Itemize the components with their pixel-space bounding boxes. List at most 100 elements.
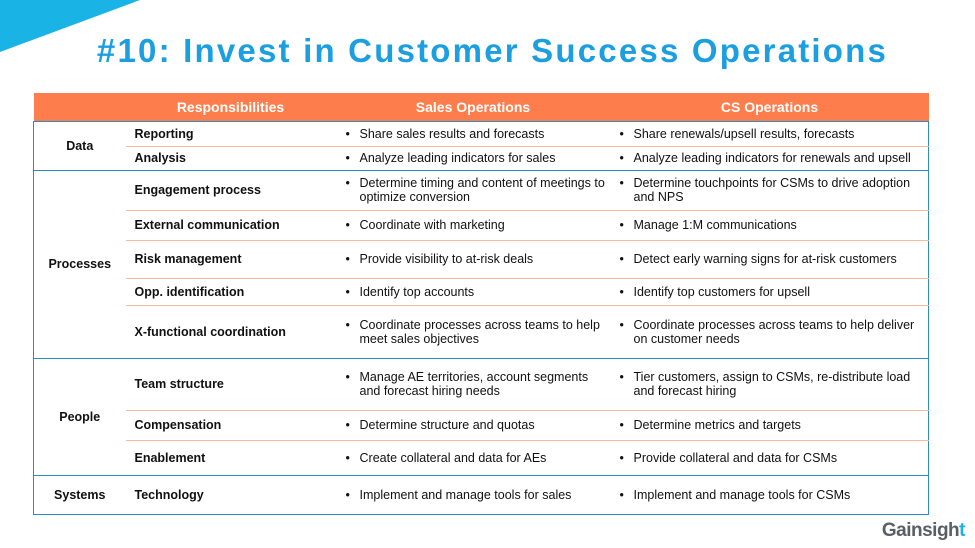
bullet-icon: • bbox=[345, 487, 350, 502]
responsibility-cell: Risk management bbox=[125, 239, 336, 278]
bullet-icon: • bbox=[345, 418, 350, 432]
cs-cell: • Detect early warning signs for at-risk … bbox=[610, 239, 929, 278]
cs-cell: • Analyze leading indicators for renewals… bbox=[610, 145, 929, 170]
bullet-icon: • bbox=[345, 284, 350, 299]
sales-cell: • Implement and manage tools for sales bbox=[336, 475, 611, 514]
table-row: People Team structure • Manage AE territori… bbox=[34, 358, 929, 424]
bullet-icon: • bbox=[619, 487, 624, 502]
group-data: Data Reporting • Share sales results and fo… bbox=[33, 121, 929, 170]
bullet-icon: • bbox=[619, 126, 624, 141]
responsibility-cell: Opp. identification bbox=[125, 277, 336, 305]
group-label: Processes bbox=[48, 257, 112, 271]
cs-text: Implement and manage tools for CSMs bbox=[633, 487, 851, 502]
table-row: X-functional coordination • Coordinate pro… bbox=[34, 304, 929, 358]
cs-cell: • Provide collateral and data for CSMs bbox=[610, 439, 929, 475]
responsibility-cell: Compensation bbox=[125, 409, 336, 440]
cs-cell: • Determine metrics and targets bbox=[610, 409, 929, 440]
responsibility-cell: Analysis bbox=[125, 145, 336, 170]
cs-text: Determine touchpoints for CSMs to drive … bbox=[633, 176, 911, 204]
bullet-icon: • bbox=[345, 126, 350, 141]
sales-text: Analyze leading indicators for sales bbox=[359, 151, 556, 165]
cs-text: Tier customers, assign to CSMs, re-distr… bbox=[633, 370, 911, 398]
cs-text: Determine metrics and targets bbox=[633, 418, 801, 432]
group-processes: Processes Engagement process • Determine ti… bbox=[33, 170, 929, 358]
bullet-icon: • bbox=[345, 218, 350, 232]
cs-text: Manage 1:M communications bbox=[633, 218, 797, 232]
table-row: Systems Technology • Implement and manage t… bbox=[34, 475, 929, 514]
table-row: Compensation • Determine structure and quo… bbox=[34, 409, 929, 440]
bullet-icon: • bbox=[619, 284, 624, 299]
group-label: Data bbox=[66, 138, 94, 153]
sales-cell: • Determine structure and quotas bbox=[335, 409, 611, 440]
table-row: Risk management • Provide visibility to at… bbox=[34, 239, 929, 278]
table-row: Analysis • Analyze leading indicators for … bbox=[34, 145, 929, 170]
table-header: Responsibilities Sales Operations CS Ope… bbox=[33, 93, 929, 121]
sales-cell: • Share sales results and forecasts bbox=[336, 121, 611, 146]
sales-text: Determine structure and quotas bbox=[359, 418, 535, 432]
bullet-icon: • bbox=[619, 252, 624, 266]
bullet-icon: • bbox=[345, 370, 350, 384]
sales-text: Manage AE territories, account segments … bbox=[359, 370, 589, 398]
responsibility-cell: External communication bbox=[125, 209, 336, 240]
header-group bbox=[33, 93, 126, 121]
sales-cell: • Coordinate processes across teams to he… bbox=[335, 304, 611, 358]
group-label: People bbox=[59, 409, 101, 424]
sales-cell: • Analyze leading indicators for sales bbox=[335, 145, 611, 170]
sales-cell: • Provide visibility to at-risk deals bbox=[335, 239, 611, 278]
table-row: Data Reporting • Share sales results and fo… bbox=[34, 121, 929, 153]
cs-cell: • Determine touchpoints for CSMs to drive… bbox=[611, 170, 929, 210]
responsibility-cell: Engagement process bbox=[134, 183, 261, 197]
table-row: Opp. identification • Identify top account… bbox=[34, 277, 929, 305]
group-systems: Systems Technology • Implement and manage t… bbox=[33, 475, 929, 514]
sales-cell: • Manage AE territories, account segments… bbox=[336, 358, 611, 410]
cs-cell: • Implement and manage tools for CSMs bbox=[611, 475, 929, 514]
sales-text: Coordinate processes across teams to hel… bbox=[359, 317, 600, 346]
header-responsibilities: Responsibilities bbox=[125, 93, 336, 121]
bullet-icon: • bbox=[619, 151, 624, 165]
sales-text: Implement and manage tools for sales bbox=[359, 487, 572, 502]
sales-cell: • Create collateral and data for AEs bbox=[335, 439, 611, 475]
sales-text: Provide visibility to at-risk deals bbox=[359, 252, 534, 266]
cs-cell: • Share renewals/upsell results, forecast… bbox=[611, 121, 929, 146]
sales-cell: • Identify top accounts bbox=[335, 277, 611, 305]
header-sales-operations: Sales Operations bbox=[335, 93, 611, 121]
responsibility-cell: Enablement bbox=[125, 439, 336, 475]
responsibility-cell: Reporting bbox=[134, 126, 194, 141]
group-label: Systems bbox=[54, 487, 106, 502]
bullet-icon: • bbox=[619, 450, 624, 465]
responsibility-cell: X-functional coordination bbox=[125, 304, 336, 358]
table-row: External communication • Coordinate with m… bbox=[34, 209, 929, 240]
bullet-icon: • bbox=[345, 450, 350, 465]
table-row: Processes Engagement process • Determine ti… bbox=[34, 170, 929, 271]
responsibility-cell: Technology bbox=[134, 487, 204, 502]
bullet-icon: • bbox=[619, 176, 624, 190]
responsibility-cell: Team structure bbox=[134, 377, 224, 391]
cs-text: Analyze leading indicators for renewals … bbox=[633, 151, 911, 165]
cs-cell: • Identify top customers for upsell bbox=[610, 277, 929, 305]
cs-cell: • Manage 1:M communications bbox=[610, 209, 929, 240]
bullet-icon: • bbox=[619, 418, 624, 432]
sales-text: Share sales results and forecasts bbox=[359, 126, 545, 141]
bullet-icon: • bbox=[619, 370, 624, 384]
bullet-icon: • bbox=[345, 252, 350, 266]
bullet-icon: • bbox=[345, 176, 350, 190]
group-people: People Team structure • Manage AE territori… bbox=[33, 358, 929, 475]
bullet-icon: • bbox=[345, 317, 350, 332]
header-cs-operations: CS Operations bbox=[610, 93, 929, 121]
cs-cell: • Coordinate processes across teams to he… bbox=[610, 304, 929, 358]
cs-text: Provide collateral and data for CSMs bbox=[633, 450, 838, 465]
bullet-icon: • bbox=[619, 317, 624, 332]
cs-text: Detect early warning signs for at-risk c… bbox=[633, 252, 897, 266]
cs-text: Share renewals/upsell results, forecasts bbox=[633, 126, 855, 141]
cs-text: Coordinate processes across teams to hel… bbox=[633, 317, 915, 346]
sales-text: Determine timing and content of meetings… bbox=[359, 176, 605, 204]
bullet-icon: • bbox=[619, 218, 624, 232]
sales-text: Create collateral and data for AEs bbox=[359, 450, 547, 465]
sales-cell: • Coordinate with marketing bbox=[335, 209, 611, 240]
table-row: Enablement • Create collateral and data fo… bbox=[34, 439, 929, 475]
operations-table: Responsibilities Sales Operations CS Ope… bbox=[33, 93, 929, 515]
bullet-icon: • bbox=[345, 151, 350, 165]
page-title: #10: Invest in Customer Success Operatio… bbox=[96, 32, 889, 69]
sales-text: Identify top accounts bbox=[359, 284, 475, 299]
gainsight-logo: Gainsight bbox=[881, 520, 966, 541]
